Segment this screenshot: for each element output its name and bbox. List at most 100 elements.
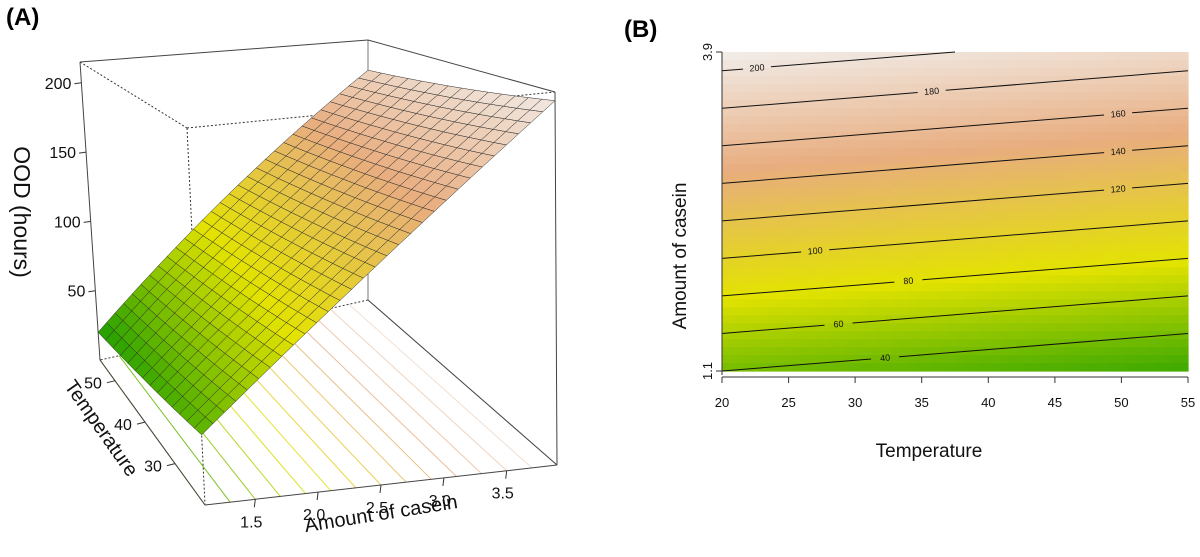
heatmap-cell [978, 315, 987, 324]
heatmap-cell [822, 107, 832, 117]
heatmap-cell [1149, 155, 1158, 165]
heatmap-cell [768, 275, 777, 284]
heatmap-cell [1071, 67, 1080, 77]
heatmap-cell [846, 91, 855, 101]
heatmap-cell [838, 52, 847, 61]
heatmap-cell [1040, 219, 1049, 229]
heatmap-cell [986, 227, 995, 237]
heatmap-cell [978, 75, 987, 85]
heatmap-cell [1024, 171, 1034, 181]
heatmap-cell [1125, 331, 1135, 340]
heatmap-cell [1149, 283, 1158, 292]
heatmap-cell [1048, 75, 1057, 85]
heatmap-cell [1133, 99, 1142, 109]
heatmap-cell [993, 52, 1003, 61]
heatmap-cell [993, 243, 1003, 252]
heatmap-cell [1156, 291, 1166, 300]
heatmap-cell [791, 171, 801, 181]
heatmap-cell [854, 275, 863, 284]
heatmap-cell [1040, 323, 1049, 332]
x-tick-mark [316, 492, 319, 501]
heatmap-cell [861, 363, 871, 372]
heatmap-cell [861, 227, 871, 237]
heatmap-cell [1156, 163, 1166, 173]
heatmap-cell [908, 307, 917, 316]
heatmap-cell [1164, 203, 1174, 213]
heatmap-cell [745, 123, 754, 133]
heatmap-cell [846, 75, 855, 85]
heatmap-cell [923, 267, 933, 276]
heatmap-cell [1156, 203, 1166, 213]
heatmap-cell [1180, 131, 1189, 141]
heatmap-cell [908, 267, 917, 276]
heatmap-cell [760, 52, 770, 61]
heatmap-cell [978, 363, 987, 372]
heatmap-cell [807, 299, 816, 308]
heatmap-cell [1094, 83, 1104, 93]
heatmap-cell [799, 147, 809, 157]
heatmap-cell [861, 147, 871, 157]
heatmap-cell [939, 171, 948, 181]
heatmap-cell [1164, 139, 1174, 149]
heatmap-cell [791, 243, 801, 252]
heatmap-cell [1141, 315, 1150, 324]
heatmap-cell [986, 115, 995, 125]
heatmap-cell [1001, 187, 1010, 197]
heatmap-cell [1164, 347, 1174, 356]
heatmap-cell [1017, 235, 1026, 244]
heatmap-cell [955, 243, 964, 252]
heatmap-cell [1118, 251, 1127, 260]
heatmap-cell [861, 203, 871, 213]
heatmap-cell [869, 115, 878, 125]
heatmap-cell [1094, 123, 1104, 133]
heatmap-cell [1125, 163, 1135, 173]
heatmap-cell [1118, 291, 1127, 300]
heatmap-cell [1048, 219, 1057, 229]
heatmap-cell [978, 187, 987, 197]
x-tick-label: 40 [981, 395, 995, 410]
heatmap-cell [737, 91, 746, 101]
heatmap-cell [1133, 299, 1142, 308]
heatmap-cell [1063, 355, 1073, 364]
heatmap-cell [885, 291, 894, 300]
heatmap-cell [1079, 195, 1088, 205]
heatmap-cell [822, 259, 832, 268]
heatmap-cell [900, 251, 909, 260]
heatmap-cell [885, 123, 894, 133]
heatmap-cell [978, 347, 987, 356]
heatmap-cell [993, 163, 1003, 173]
heatmap-cell [1017, 131, 1026, 141]
heatmap-cell [978, 91, 987, 101]
heatmap-cell [1094, 331, 1104, 340]
heatmap-cell [1009, 115, 1018, 125]
heatmap-cell [970, 203, 979, 213]
heatmap-cell [1063, 67, 1073, 77]
heatmap-cell [1180, 155, 1189, 165]
heatmap-cell [830, 139, 840, 149]
heatmap-cell [1024, 243, 1034, 252]
heatmap-cell [1141, 275, 1150, 284]
heatmap-cell [1071, 52, 1080, 61]
heatmap-cell [1094, 235, 1104, 244]
x-tick-label: 45 [1048, 395, 1062, 410]
heatmap-cell [745, 355, 754, 364]
heatmap-cell [1024, 123, 1034, 133]
heatmap-cell [962, 299, 972, 308]
heatmap-cell [815, 52, 824, 61]
heatmap-cell [1032, 315, 1042, 324]
heatmap-cell [776, 323, 785, 332]
heatmap-cell [900, 123, 909, 133]
heatmap-cell [1040, 139, 1049, 149]
heatmap-cell [1141, 99, 1150, 109]
heatmap-cell [962, 59, 972, 69]
heatmap-cell [1164, 315, 1174, 324]
heatmap-cell [1094, 275, 1104, 284]
heatmap-cell [838, 339, 847, 348]
heatmap-cell [784, 227, 793, 237]
heatmap-cell [1071, 307, 1080, 316]
heatmap-cell [1156, 267, 1166, 276]
heatmap-cell [1125, 323, 1135, 332]
heatmap-cell [1164, 147, 1174, 157]
heatmap-cell [869, 123, 878, 133]
heatmap-cell [830, 52, 840, 61]
